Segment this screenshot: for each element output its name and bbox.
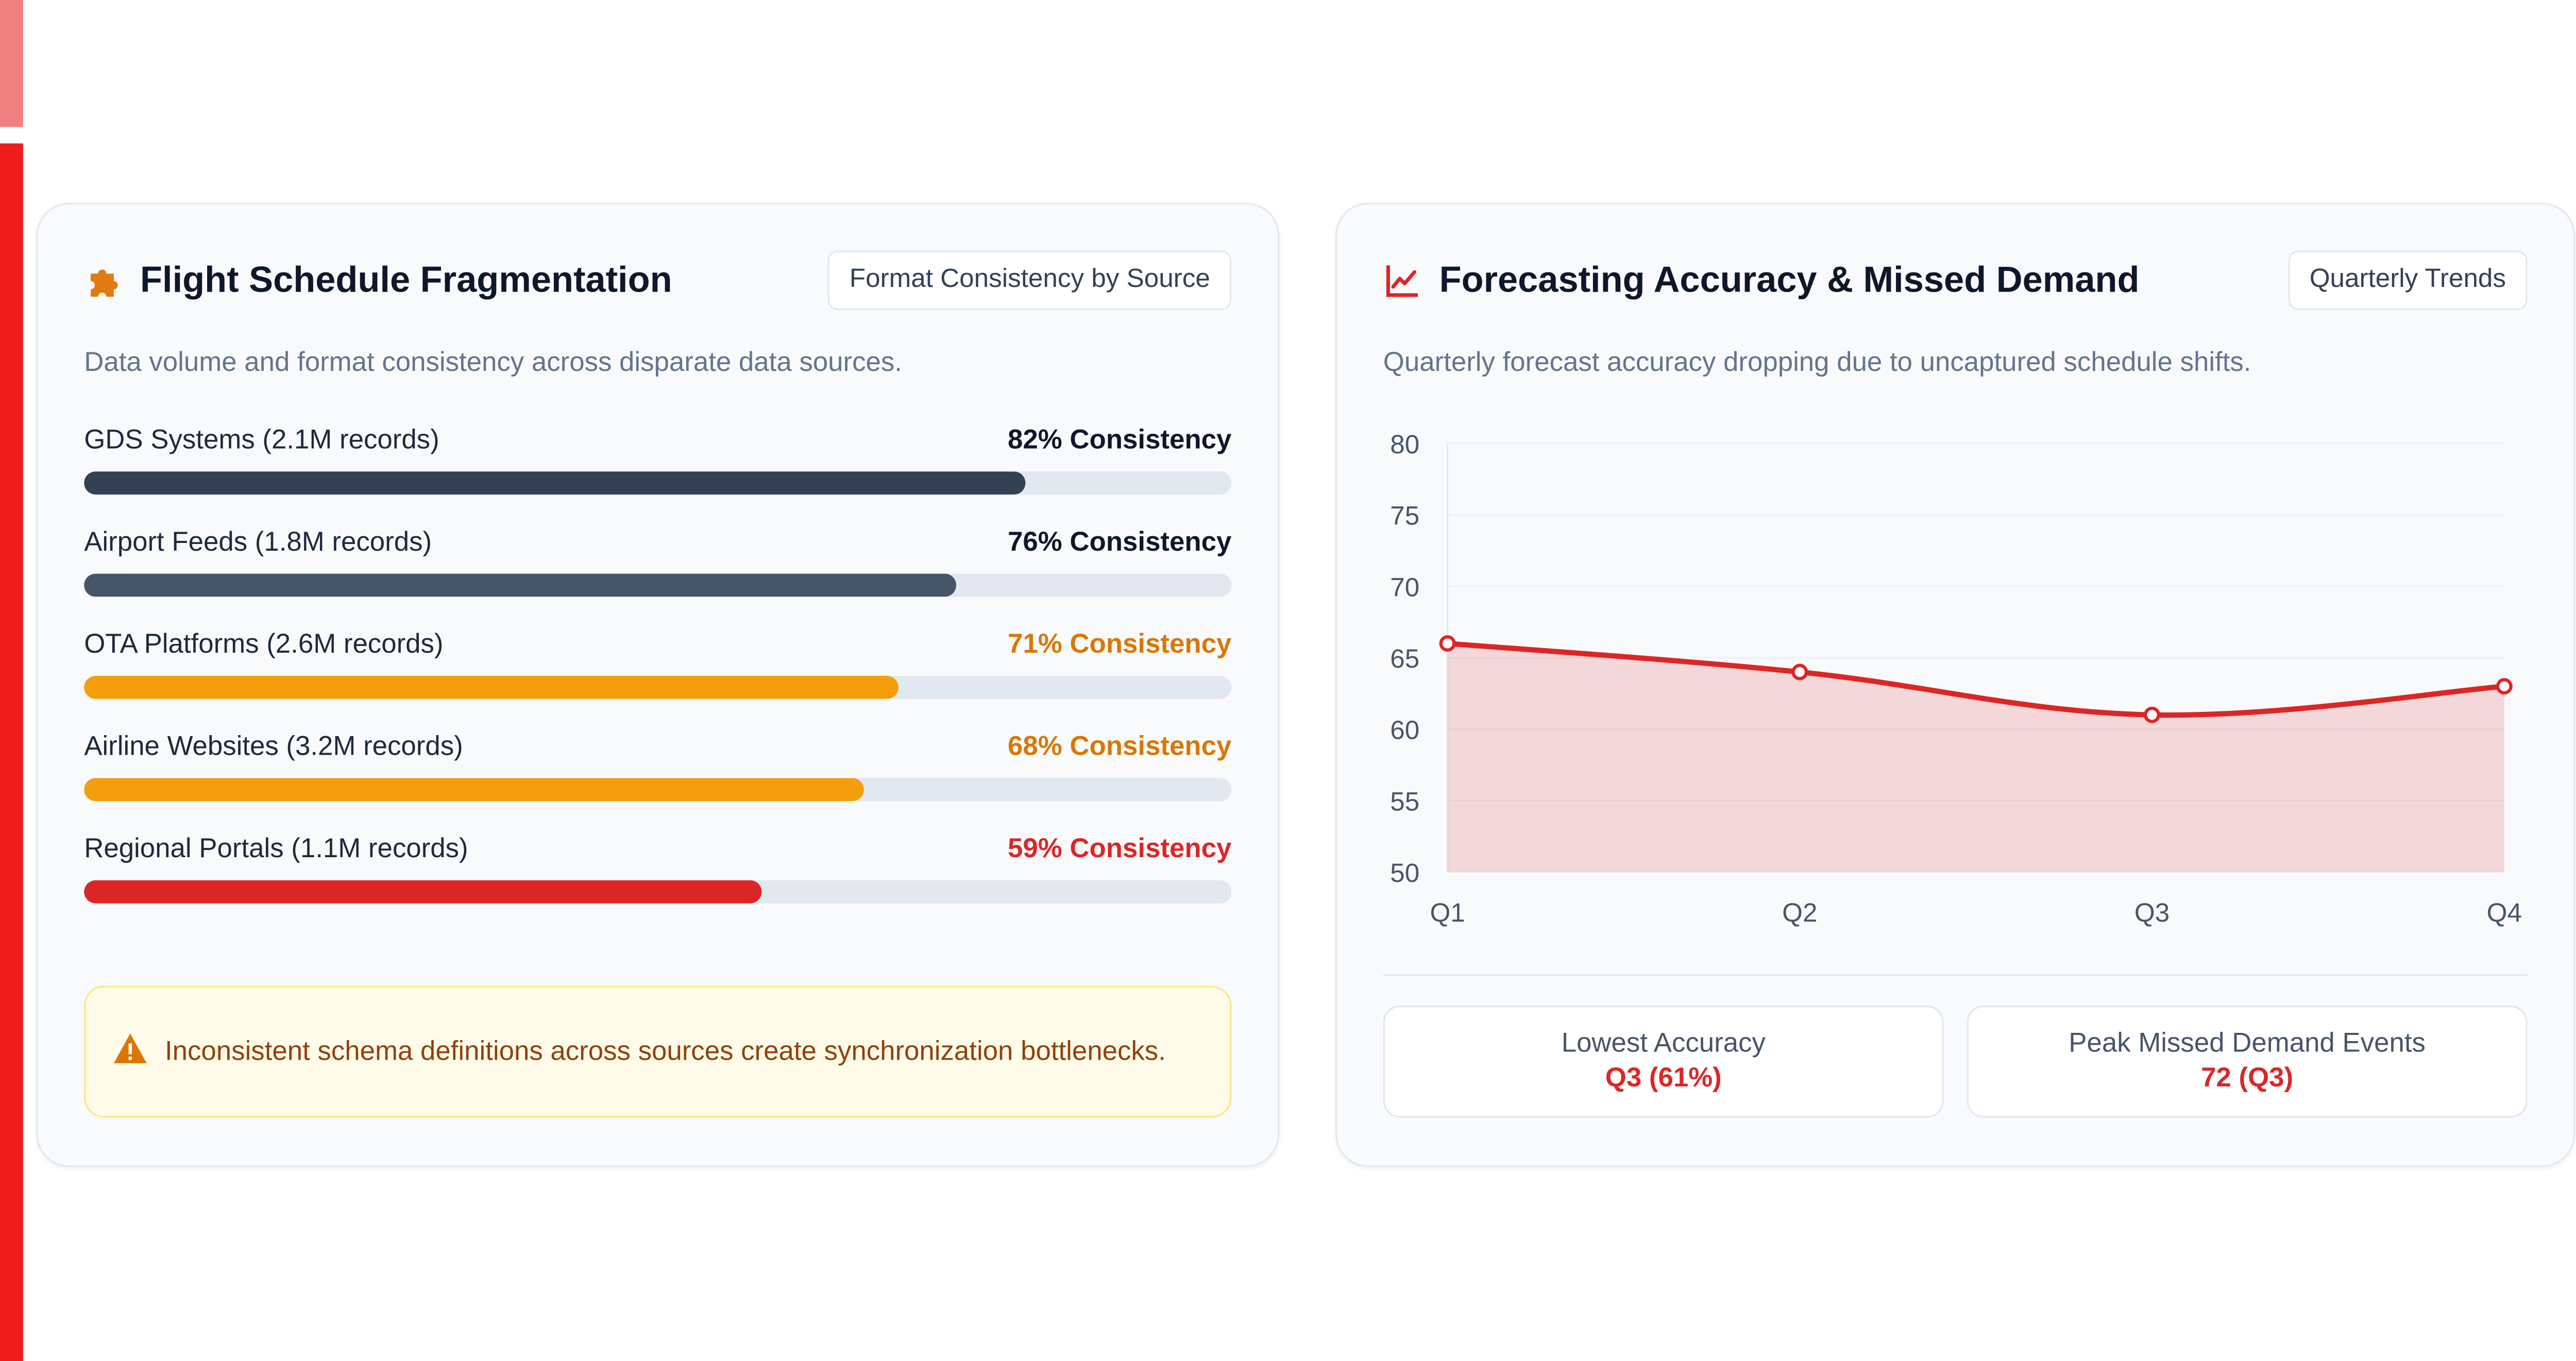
consistency-value: 68% Consistency — [1008, 731, 1232, 761]
accuracy-area — [1447, 643, 2504, 872]
y-tick-label: 65 — [1390, 644, 1419, 673]
peak-missed-demand-stat: Peak Missed Demand Events 72 (Q3) — [1967, 1006, 2528, 1118]
peak-missed-demand-value: 72 (Q3) — [2201, 1063, 2294, 1093]
consistency-bar-list: GDS Systems (2.1M records) 82% Consistenc… — [84, 422, 1232, 933]
x-tick-label: Q2 — [1782, 898, 1817, 927]
puzzle-icon — [84, 261, 124, 300]
consistency-bar-item: Regional Portals (1.1M records) 59% Consi… — [84, 831, 1232, 933]
source-name: OTA Platforms (2.6M records) — [84, 628, 444, 659]
format-consistency-pill[interactable]: Format Consistency by Source — [828, 250, 1232, 310]
source-name: Regional Portals (1.1M records) — [84, 833, 468, 863]
consistency-bar-header: Airline Websites (3.2M records) 68% Consi… — [84, 728, 1231, 764]
x-tick-label: Q4 — [2487, 898, 2522, 927]
source-name: GDS Systems (2.1M records) — [84, 424, 439, 454]
forecast-header: Forecasting Accuracy & Missed Demand Qua… — [1383, 250, 2528, 310]
consistency-bar-fill — [84, 880, 761, 904]
chart-divider — [1383, 974, 2528, 976]
fragmentation-title-group: Flight Schedule Fragmentation — [84, 259, 672, 301]
forecast-title-group: Forecasting Accuracy & Missed Demand — [1383, 259, 2140, 301]
data-point-q3 — [2144, 706, 2161, 723]
source-name: Airline Websites (3.2M records) — [84, 731, 463, 761]
line-chart-icon — [1383, 261, 1423, 300]
consistency-bar-header: OTA Platforms (2.6M records) 71% Consiste… — [84, 626, 1231, 662]
y-tick-label: 75 — [1390, 501, 1419, 531]
consistency-bar-item: Airport Feeds (1.8M records) 76% Consiste… — [84, 524, 1232, 626]
y-tick-label: 80 — [1390, 430, 1419, 459]
consistency-bar-fill — [84, 778, 865, 802]
consistency-bar-track — [84, 676, 1232, 699]
accent-bar-main — [0, 143, 23, 1361]
accent-bar-top — [0, 0, 23, 127]
consistency-bar-fill — [84, 573, 956, 597]
consistency-bar-track — [84, 573, 1232, 597]
warning-callout: Inconsistent schema definitions across s… — [84, 985, 1232, 1118]
consistency-bar-track — [84, 880, 1232, 904]
consistency-value: 59% Consistency — [1008, 833, 1232, 863]
y-tick-label: 50 — [1390, 858, 1419, 888]
accuracy-line — [1445, 640, 2507, 718]
fragmentation-header: Flight Schedule Fragmentation Format Con… — [84, 250, 1232, 310]
peak-missed-demand-label: Peak Missed Demand Events — [2069, 1028, 2426, 1059]
consistency-bar-header: GDS Systems (2.1M records) 82% Consistenc… — [84, 422, 1231, 458]
y-tick-label: 70 — [1390, 572, 1419, 602]
consistency-bar-header: Regional Portals (1.1M records) 59% Consi… — [84, 831, 1231, 867]
consistency-value: 76% Consistency — [1008, 526, 1232, 556]
fragmentation-card: Flight Schedule Fragmentation Format Con… — [36, 202, 1280, 1167]
consistency-bar-item: GDS Systems (2.1M records) 82% Consistenc… — [84, 422, 1232, 524]
lowest-accuracy-value: Q3 (61%) — [1605, 1063, 1722, 1093]
consistency-value: 71% Consistency — [1008, 628, 1232, 659]
consistency-bar-fill — [84, 676, 899, 699]
consistency-bar-item: OTA Platforms (2.6M records) 71% Consiste… — [84, 626, 1232, 728]
fragmentation-title: Flight Schedule Fragmentation — [140, 259, 672, 300]
x-tick-label: Q1 — [1430, 898, 1465, 927]
warning-text: Inconsistent schema definitions across s… — [165, 1036, 1166, 1067]
lowest-accuracy-label: Lowest Accuracy — [1561, 1028, 1766, 1059]
consistency-bar-item: Airline Websites (3.2M records) 68% Consi… — [84, 728, 1232, 830]
y-tick-label: 55 — [1390, 787, 1419, 816]
forecast-title: Forecasting Accuracy & Missed Demand — [1439, 259, 2140, 300]
forecast-subtitle: Quarterly forecast accuracy dropping due… — [1383, 348, 2251, 378]
data-point-q4 — [2496, 678, 2513, 695]
consistency-bar-header: Airport Feeds (1.8M records) 76% Consiste… — [84, 524, 1231, 560]
y-tick-label: 60 — [1390, 716, 1419, 745]
data-point-q2 — [1791, 664, 1808, 680]
consistency-value: 82% Consistency — [1008, 424, 1232, 454]
data-point-q1 — [1439, 635, 1456, 652]
consistency-bar-track — [84, 778, 1232, 802]
x-tick-label: Q3 — [2134, 898, 2170, 927]
fragmentation-subtitle: Data volume and format consistency acros… — [84, 348, 902, 378]
forecast-card: Forecasting Accuracy & Missed Demand Qua… — [1335, 202, 2575, 1167]
forecast-accuracy-chart: 80 75 70 65 60 55 50 Q1 Q2 Q3 Q4 — [1390, 430, 2522, 927]
warning-triangle-icon — [112, 1031, 148, 1073]
consistency-bar-track — [84, 471, 1232, 495]
source-name: Airport Feeds (1.8M records) — [84, 526, 432, 556]
lowest-accuracy-stat: Lowest Accuracy Q3 (61%) — [1383, 1006, 1944, 1118]
consistency-bar-fill — [84, 471, 1025, 495]
quarterly-trends-pill[interactable]: Quarterly Trends — [2288, 250, 2528, 310]
